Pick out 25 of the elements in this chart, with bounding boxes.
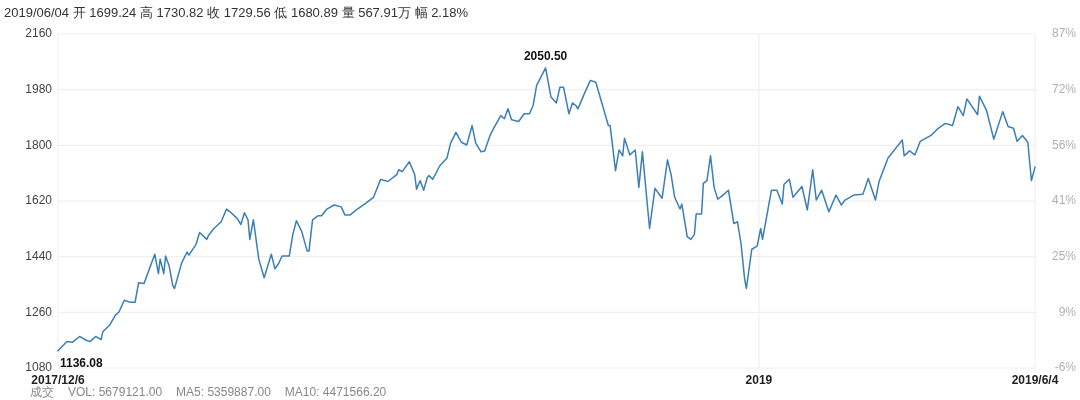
y2-tick-label: 87% — [1051, 26, 1077, 41]
y2-tick-label: 25% — [1051, 248, 1077, 263]
y-tick-label: 1260 — [25, 304, 53, 319]
annotation: 2050.50 — [523, 48, 568, 63]
x-tick-label: 2019 — [745, 373, 773, 387]
y-tick-label: 1440 — [25, 248, 53, 263]
text: VOL: 5679121.00 — [68, 385, 163, 399]
y-tick-label: 2160 — [25, 26, 53, 41]
y-tick-label: 1080 — [25, 360, 53, 375]
chart-title: 2019/06/04 开 1699.24 高 1730.82 收 1729.56 低 1680.89 量 567.91万 幅 2.18% — [4, 5, 469, 20]
annotation: 1136.08 — [60, 355, 104, 370]
y2-tick-label: -6% — [1054, 360, 1077, 375]
y-tick-label: 1800 — [25, 137, 53, 152]
text: MA10: 4471566.20 — [284, 385, 387, 399]
y-tick-label: 1980 — [25, 81, 53, 96]
y2-tick-label: 56% — [1051, 137, 1077, 152]
text: 成交 — [30, 385, 54, 399]
text: MA5: 5359887.00 — [176, 385, 272, 399]
x-tick-label: 2017/12/6 — [31, 373, 86, 387]
y2-tick-label: 9% — [1058, 304, 1077, 319]
y2-tick-label: 41% — [1051, 193, 1077, 208]
x-tick-label: 2019/6/4 — [1011, 373, 1059, 387]
line-series — [57, 67, 1036, 352]
y-tick-label: 1620 — [25, 193, 53, 208]
y2-tick-label: 72% — [1051, 81, 1077, 96]
